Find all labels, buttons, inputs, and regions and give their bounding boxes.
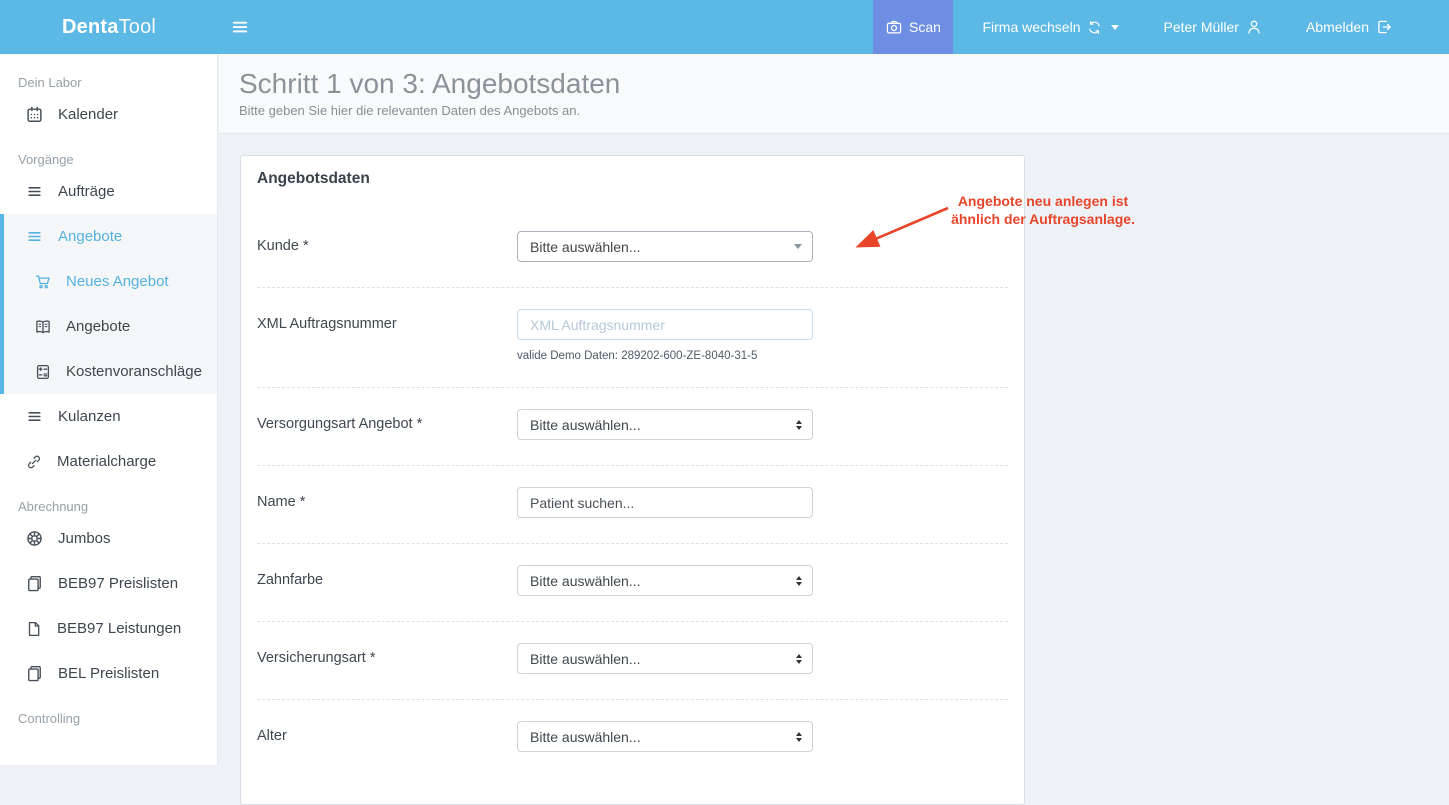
list-icon bbox=[28, 411, 41, 422]
sidebar-toggle-hamburger-icon[interactable] bbox=[230, 17, 250, 37]
scan-button[interactable]: Scan bbox=[873, 0, 954, 54]
firma-wechseln-menu[interactable]: Firma wechseln bbox=[967, 0, 1134, 54]
form-row-versicherungsart: Versicherungsart * Bitte auswählen... bbox=[257, 622, 1008, 700]
wheel-icon bbox=[27, 531, 42, 546]
logout-button[interactable]: Abmelden bbox=[1291, 0, 1407, 54]
annotation-line2: ähnlich der Auftragsanlage. bbox=[951, 211, 1135, 227]
link-icon bbox=[27, 455, 41, 468]
sidebar-item-angebote-liste[interactable]: Angebote bbox=[4, 304, 217, 349]
cart-icon bbox=[35, 275, 50, 288]
firma-wechseln-label: Firma wechseln bbox=[982, 19, 1081, 35]
book-icon bbox=[36, 319, 50, 333]
person-icon bbox=[1248, 20, 1260, 34]
list-icon bbox=[28, 231, 41, 242]
user-name: Peter Müller bbox=[1163, 19, 1239, 35]
sync-icon bbox=[1089, 20, 1101, 34]
annotation-arrow-icon bbox=[855, 206, 949, 248]
sidebar-section-abrechnung: Abrechnung bbox=[18, 499, 89, 514]
select-updown-icon bbox=[796, 575, 802, 586]
form-row-versorgungsart: Versorgungsart Angebot * Bitte auswählen… bbox=[257, 388, 1008, 466]
page-subtitle: Bitte geben Sie hier die relevanten Date… bbox=[239, 103, 581, 118]
logo-light: Tool bbox=[118, 16, 157, 38]
app-header: DentaTool Scan Firma wechseln Peter Müll… bbox=[0, 0, 1449, 54]
logo-bold: Denta bbox=[62, 16, 119, 38]
app-logo: DentaTool bbox=[62, 0, 156, 54]
name-input[interactable] bbox=[517, 487, 813, 518]
sidebar-active-group: Angebote Neues Angebot Angebote Kostenvo… bbox=[0, 214, 217, 394]
chevron-down-icon bbox=[794, 244, 802, 249]
xml-auftragsnummer-input[interactable] bbox=[517, 309, 813, 340]
alter-label: Alter bbox=[257, 728, 287, 744]
name-label: Name * bbox=[257, 494, 306, 510]
form-row-xml-auftragsnummer: XML Auftragsnummer valide Demo Daten: 28… bbox=[257, 288, 1008, 388]
card-title: Angebotsdaten bbox=[257, 170, 370, 187]
files-icon bbox=[28, 576, 41, 592]
sidebar-item-auftraege[interactable]: Aufträge bbox=[0, 169, 217, 214]
kunde-label: Kunde * bbox=[257, 238, 309, 254]
calendar-icon bbox=[27, 106, 42, 122]
select-updown-icon bbox=[796, 419, 802, 430]
versicherungsart-select-value: Bitte auswählen... bbox=[530, 650, 641, 667]
logout-icon bbox=[1378, 20, 1391, 34]
versicherungsart-select[interactable]: Bitte auswählen... bbox=[517, 643, 813, 674]
sidebar-item-materialcharge[interactable]: Materialcharge bbox=[0, 439, 217, 484]
sidebar-item-jumbos[interactable]: Jumbos bbox=[0, 516, 217, 561]
zahnfarbe-select-value: Bitte auswählen... bbox=[530, 572, 641, 589]
form-row-alter: Alter Bitte auswählen... bbox=[257, 700, 1008, 777]
angebotsdaten-card: Angebotsdaten Kunde * Bitte auswählen...… bbox=[240, 155, 1025, 805]
camera-icon bbox=[886, 20, 902, 34]
scan-label: Scan bbox=[908, 19, 941, 35]
kunde-select-value: Bitte auswählen... bbox=[530, 238, 641, 255]
sidebar-item-neues-angebot[interactable]: Neues Angebot bbox=[4, 259, 217, 304]
annotation-line1: Angebote neu anlegen ist bbox=[957, 193, 1129, 209]
files-icon bbox=[28, 666, 41, 682]
tutorial-annotation: Angebote neu anlegen ist ähnlich der Auf… bbox=[943, 192, 1143, 228]
abmelden-label: Abmelden bbox=[1305, 19, 1369, 35]
sidebar: Dein Labor Kalender Vorgänge Aufträge An… bbox=[0, 54, 218, 765]
form-row-name: Name * bbox=[257, 466, 1008, 544]
versicherungsart-label: Versicherungsart * bbox=[257, 650, 376, 666]
xml-auftragsnummer-label: XML Auftragsnummer bbox=[257, 316, 397, 332]
sidebar-section-controlling: Controlling bbox=[18, 711, 81, 726]
kunde-select[interactable]: Bitte auswählen... bbox=[517, 231, 813, 262]
zahnfarbe-select[interactable]: Bitte auswählen... bbox=[517, 565, 813, 596]
sidebar-item-bel-preislisten[interactable]: BEL Preislisten bbox=[0, 651, 217, 696]
alter-select[interactable]: Bitte auswählen... bbox=[517, 721, 813, 752]
versorgungsart-select-value: Bitte auswählen... bbox=[530, 416, 641, 433]
form-row-kunde: Kunde * Bitte auswählen... bbox=[257, 210, 1008, 288]
content-header: Schritt 1 von 3: Angebotsdaten Bitte geb… bbox=[219, 54, 1449, 134]
select-updown-icon bbox=[796, 731, 802, 742]
list-icon bbox=[28, 186, 41, 197]
chevron-down-icon bbox=[1111, 24, 1120, 30]
xml-helper-text: valide Demo Daten: 289202-600-ZE-8040-31… bbox=[517, 350, 758, 362]
sidebar-item-kostenvoranschlaege[interactable]: Kostenvoranschläge bbox=[4, 349, 217, 394]
select-updown-icon bbox=[796, 653, 802, 664]
user-menu[interactable]: Peter Müller bbox=[1148, 0, 1276, 54]
versorgungsart-label: Versorgungsart Angebot * bbox=[257, 416, 423, 432]
header-nav: Scan Firma wechseln Peter Müller Abmelde… bbox=[873, 0, 1449, 54]
sidebar-item-angebote[interactable]: Angebote bbox=[4, 214, 217, 259]
page-title: Schritt 1 von 3: Angebotsdaten bbox=[239, 68, 621, 99]
form-row-zahnfarbe: Zahnfarbe Bitte auswählen... bbox=[257, 544, 1008, 622]
sidebar-item-beb97-preislisten[interactable]: BEB97 Preislisten bbox=[0, 561, 217, 606]
file-icon bbox=[28, 621, 40, 636]
alter-select-value: Bitte auswählen... bbox=[530, 728, 641, 745]
card-body: Kunde * Bitte auswählen... XML Auftragsn… bbox=[241, 210, 1024, 777]
sidebar-section-dein-labor: Dein Labor bbox=[18, 75, 82, 90]
sidebar-item-beb97-leistungen[interactable]: BEB97 Leistungen bbox=[0, 606, 217, 651]
zahnfarbe-label: Zahnfarbe bbox=[257, 572, 324, 588]
calculator-icon bbox=[36, 364, 50, 379]
sidebar-item-kalender[interactable]: Kalender bbox=[0, 92, 217, 137]
sidebar-item-kulanzen[interactable]: Kulanzen bbox=[0, 394, 217, 439]
sidebar-section-vorgaenge: Vorgänge bbox=[18, 152, 74, 167]
versorgungsart-select[interactable]: Bitte auswählen... bbox=[517, 409, 813, 440]
